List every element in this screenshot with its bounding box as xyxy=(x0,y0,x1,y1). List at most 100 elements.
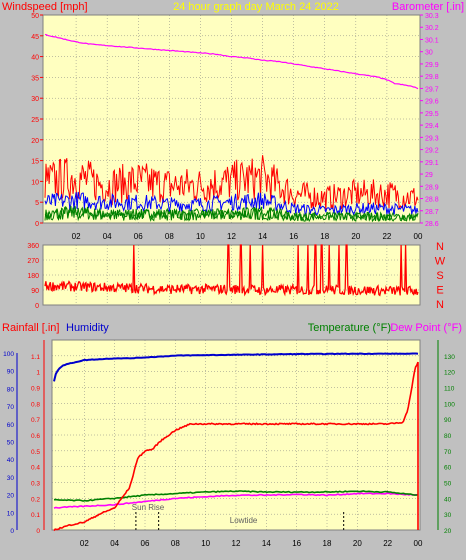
hour-tick-label: 04 xyxy=(103,232,112,241)
hour-tick-label: 00 xyxy=(414,232,423,241)
windspeed-tick-label: 35 xyxy=(31,75,39,82)
barometer-tick-label: 30.3 xyxy=(425,13,439,20)
hour-tick-label: 22 xyxy=(382,232,391,241)
barometer-tick-label: 28.9 xyxy=(425,184,439,191)
rainfall-tick-label: 0 xyxy=(36,528,40,535)
rainfall-tick-label: 0.7 xyxy=(31,417,40,424)
rain-hour-tick-labels: 02 04 06 08 10 12 14 16 18 20 22 00 xyxy=(80,539,423,548)
windspeed-tick-label: 30 xyxy=(31,96,39,103)
humidity-tick-label: 40 xyxy=(7,457,15,464)
temperature-tick-label: 100 xyxy=(444,401,455,408)
hour-tick-label: 04 xyxy=(110,539,119,548)
barometer-tick-label: 28.7 xyxy=(425,209,439,216)
compass-direction-label: E xyxy=(436,285,443,297)
dewpoint-axis-label: Dew Point (°F) xyxy=(390,322,462,334)
wind-traces xyxy=(44,155,419,223)
hour-tick-label: 20 xyxy=(353,539,362,548)
windspeed-tick-label: 45 xyxy=(31,34,39,41)
temperature-tick-label: 110 xyxy=(444,386,455,393)
rainfall-axis-label: Rainfall [.in] xyxy=(2,322,59,334)
compass-direction-label: S xyxy=(436,270,443,282)
hour-tick-label: 16 xyxy=(292,539,301,548)
barometer-tick-label: 29.7 xyxy=(425,86,439,93)
event-annotation-label: Sun Rise xyxy=(132,503,165,512)
barometer-tick-label: 29.5 xyxy=(425,111,439,118)
event-annotation-label: Lowtide xyxy=(230,516,258,525)
compass-direction-label: N xyxy=(436,299,444,311)
humidity-tick-label: 80 xyxy=(7,386,15,393)
wind-direction-line xyxy=(44,244,419,297)
humidity-line xyxy=(53,352,419,382)
rainfall-tick-label: 1.1 xyxy=(31,354,40,361)
hour-tick-label: 02 xyxy=(72,232,81,241)
compass-direction-label: W xyxy=(435,256,446,268)
hour-tick-label: 00 xyxy=(414,539,423,548)
rainfall-tick-label: 0.1 xyxy=(31,512,40,519)
humidity-tick-label: 60 xyxy=(7,422,15,429)
humidity-tick-label: 10 xyxy=(7,510,15,517)
barometer-tick-label: 28.6 xyxy=(425,221,439,228)
hour-tick-label: 22 xyxy=(383,539,392,548)
humidity-tick-label: 20 xyxy=(7,493,15,500)
temperature-axis-label: Temperature (°F) xyxy=(308,322,391,334)
windspeed-tick-label: 50 xyxy=(31,13,39,20)
hour-tick-label: 02 xyxy=(80,539,89,548)
temperature-tick-label: 130 xyxy=(444,354,455,361)
temperature-tick-label: 40 xyxy=(444,496,452,503)
windspeed-tick-labels: 0 5 10 15 20 25 30 35 40 45 50 xyxy=(31,13,43,228)
temperature-tick-label: 120 xyxy=(444,370,455,377)
humidity-tick-label: 30 xyxy=(7,475,15,482)
humidity-tick-label: 0 xyxy=(10,528,14,535)
windspeed-tick-label: 0 xyxy=(35,221,39,228)
windspeed-tick-label: 40 xyxy=(31,55,39,62)
hour-tick-label: 12 xyxy=(232,539,241,548)
hour-tick-label: 10 xyxy=(201,539,210,548)
windspeed-axis-label: Windspeed [mph] xyxy=(2,1,88,13)
humidity-tick-label: 50 xyxy=(7,440,15,447)
wind-direction-trace xyxy=(44,244,419,297)
humidity-axis-label: Humidity xyxy=(66,322,109,334)
barometer-tick-label: 30 xyxy=(425,50,433,57)
hour-tick-label: 08 xyxy=(171,539,180,548)
barometer-tick-label: 30.2 xyxy=(425,25,439,32)
wind-lull-line xyxy=(44,206,419,223)
temperature-tick-label: 70 xyxy=(444,449,452,456)
humidity-tick-label: 90 xyxy=(7,369,15,376)
rainfall-tick-label: 1 xyxy=(36,370,40,377)
humidity-tick-label: 100 xyxy=(3,351,14,358)
humidity-tick-label: 70 xyxy=(7,404,15,411)
temperature-tick-label: 20 xyxy=(444,528,452,535)
direction-degree-label: 0 xyxy=(35,303,39,310)
rainfall-tick-label: 0.9 xyxy=(31,386,40,393)
barometer-tick-label: 29.6 xyxy=(425,99,439,106)
temperature-tick-label: 30 xyxy=(444,512,452,519)
hour-tick-label: 10 xyxy=(196,232,205,241)
temperature-tick-label: 80 xyxy=(444,433,452,440)
hour-tick-label: 18 xyxy=(320,232,329,241)
direction-degree-label: 360 xyxy=(27,243,39,250)
temperature-tick-label: 90 xyxy=(444,417,452,424)
hour-tick-label: 12 xyxy=(227,232,236,241)
barometer-tick-label: 30.1 xyxy=(425,37,439,44)
barometer-tick-label: 29.1 xyxy=(425,160,439,167)
barometer-trace xyxy=(44,33,419,90)
wind-average-line xyxy=(44,191,419,216)
hour-tick-label: 08 xyxy=(165,232,174,241)
chart-title: 24 hour graph day March 24 2022 xyxy=(173,1,339,13)
barometer-tick-label: 29.4 xyxy=(425,123,439,130)
rainfall-tick-labels: 0 0.1 0.2 0.3 0.4 0.5 0.6 0.7 0.8 0.9 1 1.1 xyxy=(31,340,45,535)
rainfall-tick-label: 0.6 xyxy=(31,433,40,440)
dewpoint-line xyxy=(53,492,419,509)
barometer-axis-label: Barometer [.in] xyxy=(392,1,464,13)
windspeed-tick-label: 15 xyxy=(31,159,39,166)
compass-direction-label: N xyxy=(436,241,444,253)
hour-tick-label: 14 xyxy=(258,232,267,241)
wind-gust-line xyxy=(44,155,419,211)
hour-tick-label: 16 xyxy=(289,232,298,241)
